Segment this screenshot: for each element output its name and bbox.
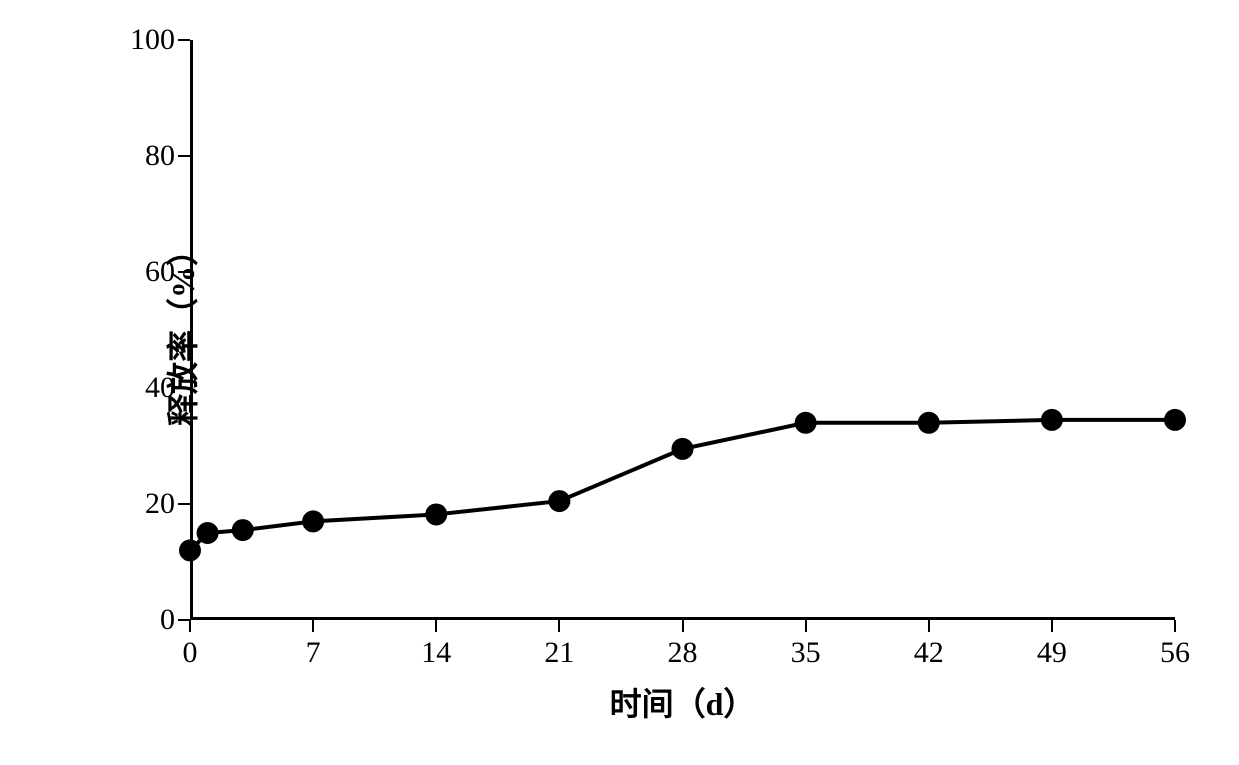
data-marker <box>232 519 254 541</box>
x-tick-label: 49 <box>1037 636 1067 670</box>
x-tick <box>928 620 930 632</box>
x-tick-label: 42 <box>914 636 944 670</box>
data-marker <box>795 412 817 434</box>
x-tick <box>558 620 560 632</box>
x-tick-label: 7 <box>306 636 321 670</box>
x-tick <box>805 620 807 632</box>
data-marker <box>918 412 940 434</box>
x-tick-label: 56 <box>1160 636 1190 670</box>
x-tick-label: 28 <box>668 636 698 670</box>
data-marker <box>548 490 570 512</box>
x-tick <box>435 620 437 632</box>
y-tick-label: 0 <box>115 603 175 637</box>
data-marker <box>1164 409 1186 431</box>
x-tick <box>682 620 684 632</box>
y-axis-title: 释放率（%） <box>158 234 204 426</box>
x-tick <box>1051 620 1053 632</box>
y-tick <box>178 503 190 505</box>
y-tick <box>178 155 190 157</box>
x-axis-title: 时间（d） <box>610 679 756 725</box>
chart-container: 0714212835424956 020406080100 时间（d） 释放率（… <box>80 30 1200 730</box>
y-tick-label: 20 <box>115 487 175 521</box>
data-marker <box>197 522 219 544</box>
data-marker <box>425 503 447 525</box>
x-tick <box>189 620 191 632</box>
y-tick <box>178 619 190 621</box>
data-marker <box>179 539 201 561</box>
x-tick <box>1174 620 1176 632</box>
x-tick-label: 21 <box>544 636 574 670</box>
data-marker <box>672 438 694 460</box>
line-chart-svg <box>190 40 1175 620</box>
x-tick <box>312 620 314 632</box>
data-marker <box>1041 409 1063 431</box>
y-tick-label: 100 <box>115 23 175 57</box>
data-marker <box>302 510 324 532</box>
x-tick-label: 35 <box>791 636 821 670</box>
y-tick-label: 80 <box>115 139 175 173</box>
plot-area: 0714212835424956 020406080100 时间（d） 释放率（… <box>190 40 1175 620</box>
y-tick <box>178 39 190 41</box>
x-tick-label: 14 <box>421 636 451 670</box>
x-tick-label: 0 <box>183 636 198 670</box>
